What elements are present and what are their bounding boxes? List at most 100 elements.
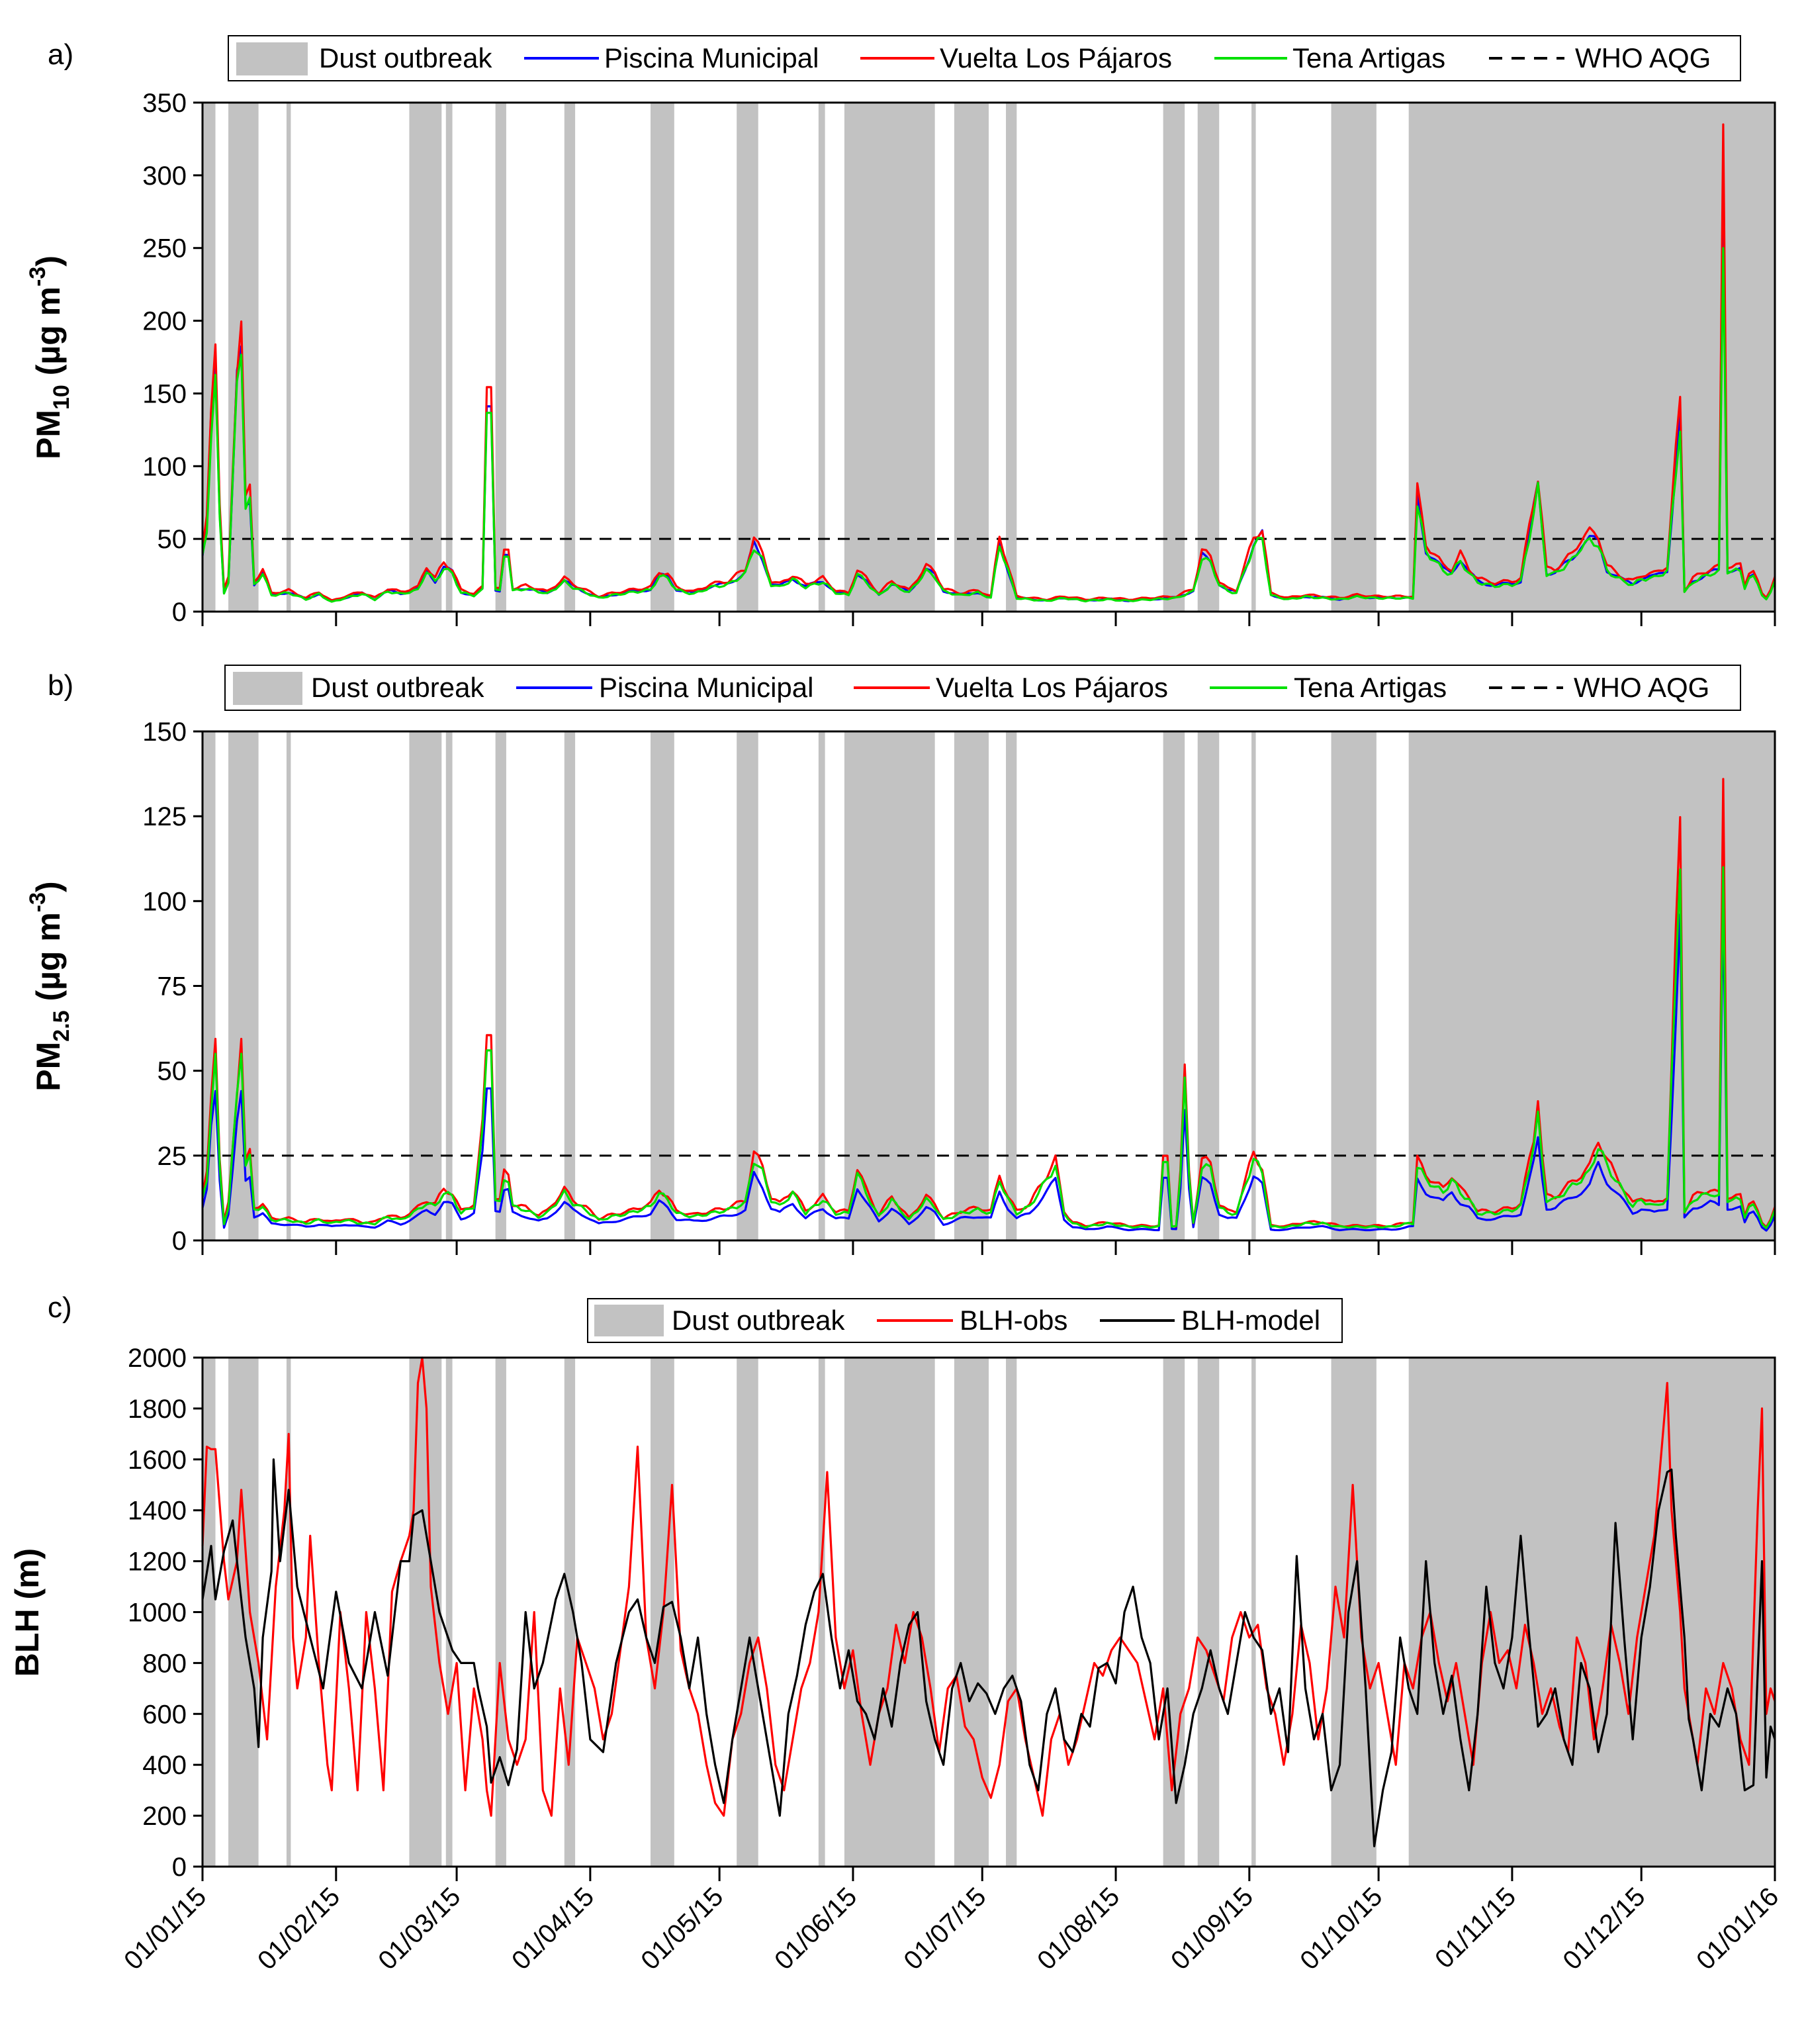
series-line-blh-model — [201, 1458, 1776, 1847]
dust-band — [409, 1358, 442, 1867]
legend-label-vuelta-b: Vuelta Los Pájaros — [936, 672, 1168, 703]
legend-label-dust-b: Dust outbreak — [311, 672, 484, 703]
legend-label-who-a: WHO AQG — [1575, 42, 1711, 73]
dust-outbreak-bands-b — [203, 731, 1775, 1240]
y-tick-label: 350 — [142, 89, 187, 118]
panel-c-letter: c) — [48, 1291, 72, 1324]
y-tick-label: 1200 — [128, 1548, 187, 1577]
dust-band — [1197, 1358, 1220, 1867]
blh-series-lines — [201, 1356, 1776, 1847]
legend-label-piscina-b: Piscina Municipal — [599, 672, 813, 703]
dust-band — [228, 103, 259, 612]
legend-box-c — [587, 1298, 1343, 1343]
dust-band — [564, 1358, 576, 1867]
dust-band — [1331, 103, 1377, 612]
dust-band — [495, 731, 506, 1240]
dust-band — [1331, 1358, 1377, 1867]
y-tick-label: 150 — [142, 718, 187, 747]
y-tick-label: 1000 — [128, 1599, 187, 1628]
legend-c: Dust outbreak BLH-obs BLH-model — [587, 1298, 1343, 1343]
series-line-tena — [201, 866, 1776, 1229]
dust-band — [564, 731, 576, 1240]
legend-swatch-dust-a — [236, 42, 308, 75]
dust-band — [1251, 103, 1256, 612]
y-tick-label: 100 — [142, 887, 187, 916]
y-axis-ticks-c: 0 200 400 600 800 1000 1200 1400 1600 1800 2000 — [128, 1344, 203, 1882]
y-axis-title-a: PM10 (µg m-3) — [25, 256, 74, 459]
dust-band — [564, 103, 576, 612]
series-line-tena — [201, 247, 1776, 603]
legend-b: Dust outbreak Piscina Municipal Vuelta L… — [224, 665, 1741, 711]
x-axis-ticks-a — [201, 612, 1776, 626]
series-line-vuelta — [201, 123, 1776, 602]
y-tick-label: 800 — [142, 1649, 187, 1678]
y-tick-label: 0 — [172, 1227, 187, 1256]
dust-band — [445, 731, 453, 1240]
plot-frame-a — [201, 101, 1776, 613]
y-tick-label: 200 — [142, 1802, 187, 1831]
dust-band — [286, 731, 291, 1240]
dust-band — [445, 103, 453, 612]
legend-swatch-dust-b — [233, 672, 302, 705]
dust-band — [445, 1358, 453, 1867]
y-tick-label: 2000 — [128, 1344, 187, 1373]
dust-band — [1408, 1358, 1775, 1867]
dust-band — [844, 1358, 935, 1867]
x-axis-ticks-c — [201, 1867, 1776, 1881]
y-tick-label: 125 — [142, 802, 187, 831]
y-tick-label: 0 — [172, 1853, 187, 1882]
y-axis-ticks-b: 0 25 50 75 100 125 150 — [142, 718, 203, 1256]
legend-swatch-dust-c — [594, 1305, 664, 1336]
series-line-blh-obs — [201, 1356, 1776, 1817]
legend-label-dust-a: Dust outbreak — [319, 42, 492, 73]
y-tick-label: 100 — [142, 452, 187, 481]
dust-band — [495, 103, 506, 612]
y-tick-label: 50 — [158, 525, 187, 554]
legend-label-blh-model: BLH-model — [1181, 1305, 1320, 1336]
y-tick-label: 1600 — [128, 1446, 187, 1475]
pm10-series-lines — [201, 123, 1776, 603]
y-tick-label: 200 — [142, 307, 187, 336]
dust-band — [1408, 103, 1775, 612]
legend-label-vuelta-a: Vuelta Los Pájaros — [940, 42, 1172, 73]
dust-band — [818, 731, 825, 1240]
y-axis-title-c: BLH (m) — [9, 1548, 46, 1677]
dust-band — [844, 103, 935, 612]
y-tick-label: 150 — [142, 379, 187, 408]
y-tick-label: 300 — [142, 162, 187, 191]
legend-label-tena-a: Tena Artigas — [1292, 42, 1445, 73]
dust-band — [1163, 1358, 1185, 1867]
y-tick-label: 1800 — [128, 1395, 187, 1424]
panel-b-letter: b) — [48, 669, 73, 702]
panel-pm10: a) 0 50 100 150 200 250 300 350 PM10 (µg m-3) D… — [25, 35, 1776, 627]
dust-band — [818, 1358, 825, 1867]
legend-label-piscina-a: Piscina Municipal — [604, 42, 819, 73]
legend-box-a — [228, 35, 1741, 81]
dust-band — [1251, 1358, 1256, 1867]
y-tick-label: 25 — [158, 1142, 187, 1171]
dust-band — [203, 103, 216, 612]
dust-band — [844, 731, 935, 1240]
pm25-series-lines — [201, 778, 1776, 1232]
dust-band — [286, 1358, 291, 1867]
legend-label-blh-obs: BLH-obs — [960, 1305, 1067, 1336]
dust-band — [1331, 731, 1377, 1240]
dust-band — [1006, 731, 1017, 1240]
panel-a-letter: a) — [48, 38, 73, 71]
dust-band — [1006, 103, 1017, 612]
dust-band — [1163, 103, 1185, 612]
y-tick-label: 0 — [172, 598, 187, 627]
dust-band — [203, 1358, 216, 1867]
dust-band — [1251, 731, 1256, 1240]
series-line-piscina — [201, 900, 1776, 1232]
y-tick-label: 50 — [158, 1057, 187, 1086]
dust-band — [650, 731, 674, 1240]
dust-band — [818, 103, 825, 612]
legend-label-who-b: WHO AQG — [1574, 672, 1709, 703]
dust-band — [954, 103, 989, 612]
y-tick-label: 1400 — [128, 1497, 187, 1526]
legend-label-dust-c: Dust outbreak — [672, 1305, 845, 1336]
legend-a: Dust outbreak Piscina Municipal Vuelta L… — [228, 35, 1741, 81]
dust-band — [737, 103, 758, 612]
